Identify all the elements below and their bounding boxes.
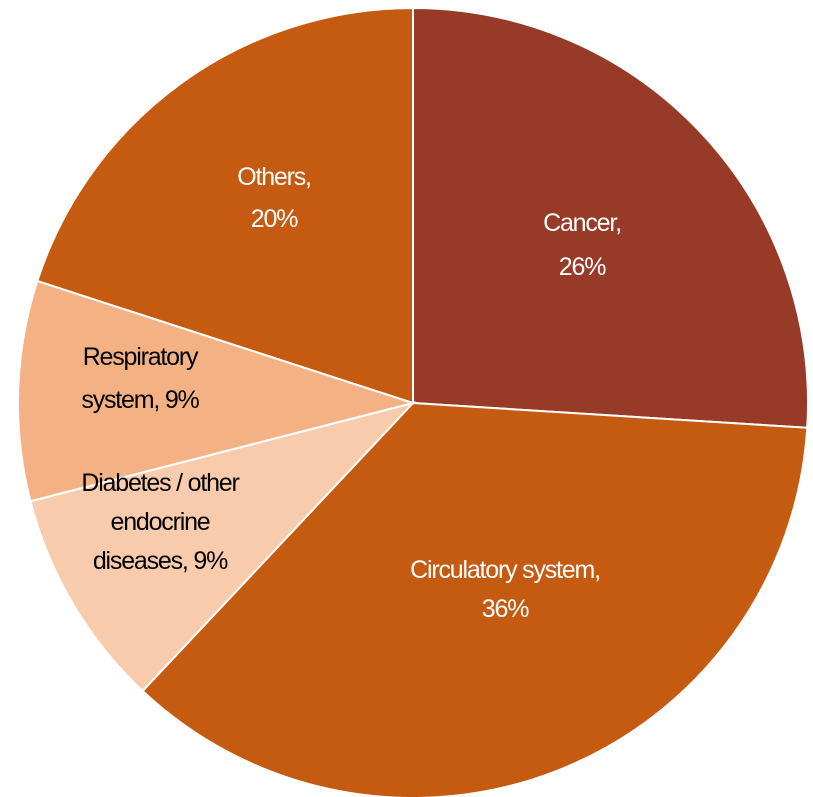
pie-slice-circulatory-system (141, 401, 809, 797)
pie-label-diabetes-other-endocrine-diseases: Diabetes / other endocrine diseases, 9% (81, 469, 239, 575)
pie-label-cancer: Cancer, 26% (543, 209, 621, 281)
pie-slice-others (36, 6, 414, 405)
pie-label-others: Others, 20% (237, 163, 311, 233)
pie-slice-cancer (412, 6, 809, 429)
pie-label-circulatory-system: Circulatory system, 36% (410, 556, 600, 623)
pie-label-respiratory-system: Respiratory system, 9% (81, 343, 199, 414)
pie-slices (17, 6, 809, 797)
pie-labels: Cancer, 26% Circulatory system, 36% Diabetes… (81, 163, 622, 623)
pie-slice-diabetes-other-endocrine-diseases (29, 401, 417, 693)
pie-slice-respiratory-system (17, 279, 417, 503)
